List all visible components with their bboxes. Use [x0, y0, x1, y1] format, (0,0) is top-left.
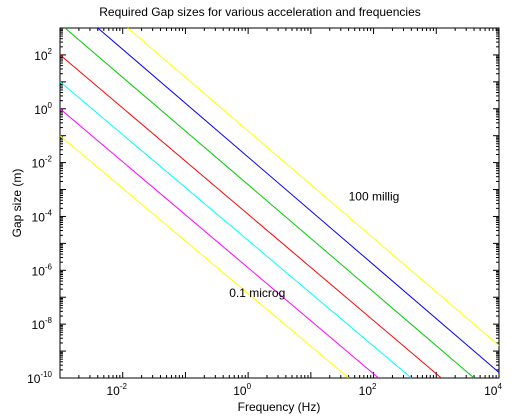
x-tick-label: 102 [359, 382, 377, 398]
y-axis-label: Gap size (m) [10, 169, 24, 238]
y-tick-label: 10-8 [32, 316, 53, 332]
y-tick-label: 10-2 [32, 155, 53, 171]
x-tick-label: 10-2 [106, 382, 127, 398]
series-line-4 [59, 54, 442, 379]
series-line-1 [59, 135, 349, 379]
series-line-6 [97, 27, 500, 373]
series-lines [59, 27, 500, 379]
series-line-7 [127, 27, 500, 346]
axis-ticks: 10-2 100 102 104 10-10 10-8 10-6 10-4 10-2 100 102 [27, 27, 502, 398]
y-tick-label: 10-10 [27, 370, 52, 386]
annotation-1: 100 millig [349, 189, 400, 203]
plot-area-frame [59, 27, 500, 379]
x-axis-label: Frequency (Hz) [238, 400, 321, 414]
series-line-2 [59, 108, 379, 379]
annotation-2: 0.1 microg [229, 286, 285, 300]
series-line-3 [59, 81, 412, 379]
chart-title: Required Gap sizes for various accelerat… [99, 5, 421, 19]
x-tick-label: 100 [233, 382, 251, 398]
x-tick-label: 104 [484, 382, 502, 398]
y-tick-label: 102 [34, 47, 52, 63]
series-line-5 [64, 27, 475, 379]
y-tick-label: 100 [34, 101, 52, 117]
y-tick-label: 10-6 [32, 262, 53, 278]
chart-annotations: 100 millig 0.1 microg [229, 189, 399, 300]
y-tick-label: 10-4 [32, 208, 53, 224]
